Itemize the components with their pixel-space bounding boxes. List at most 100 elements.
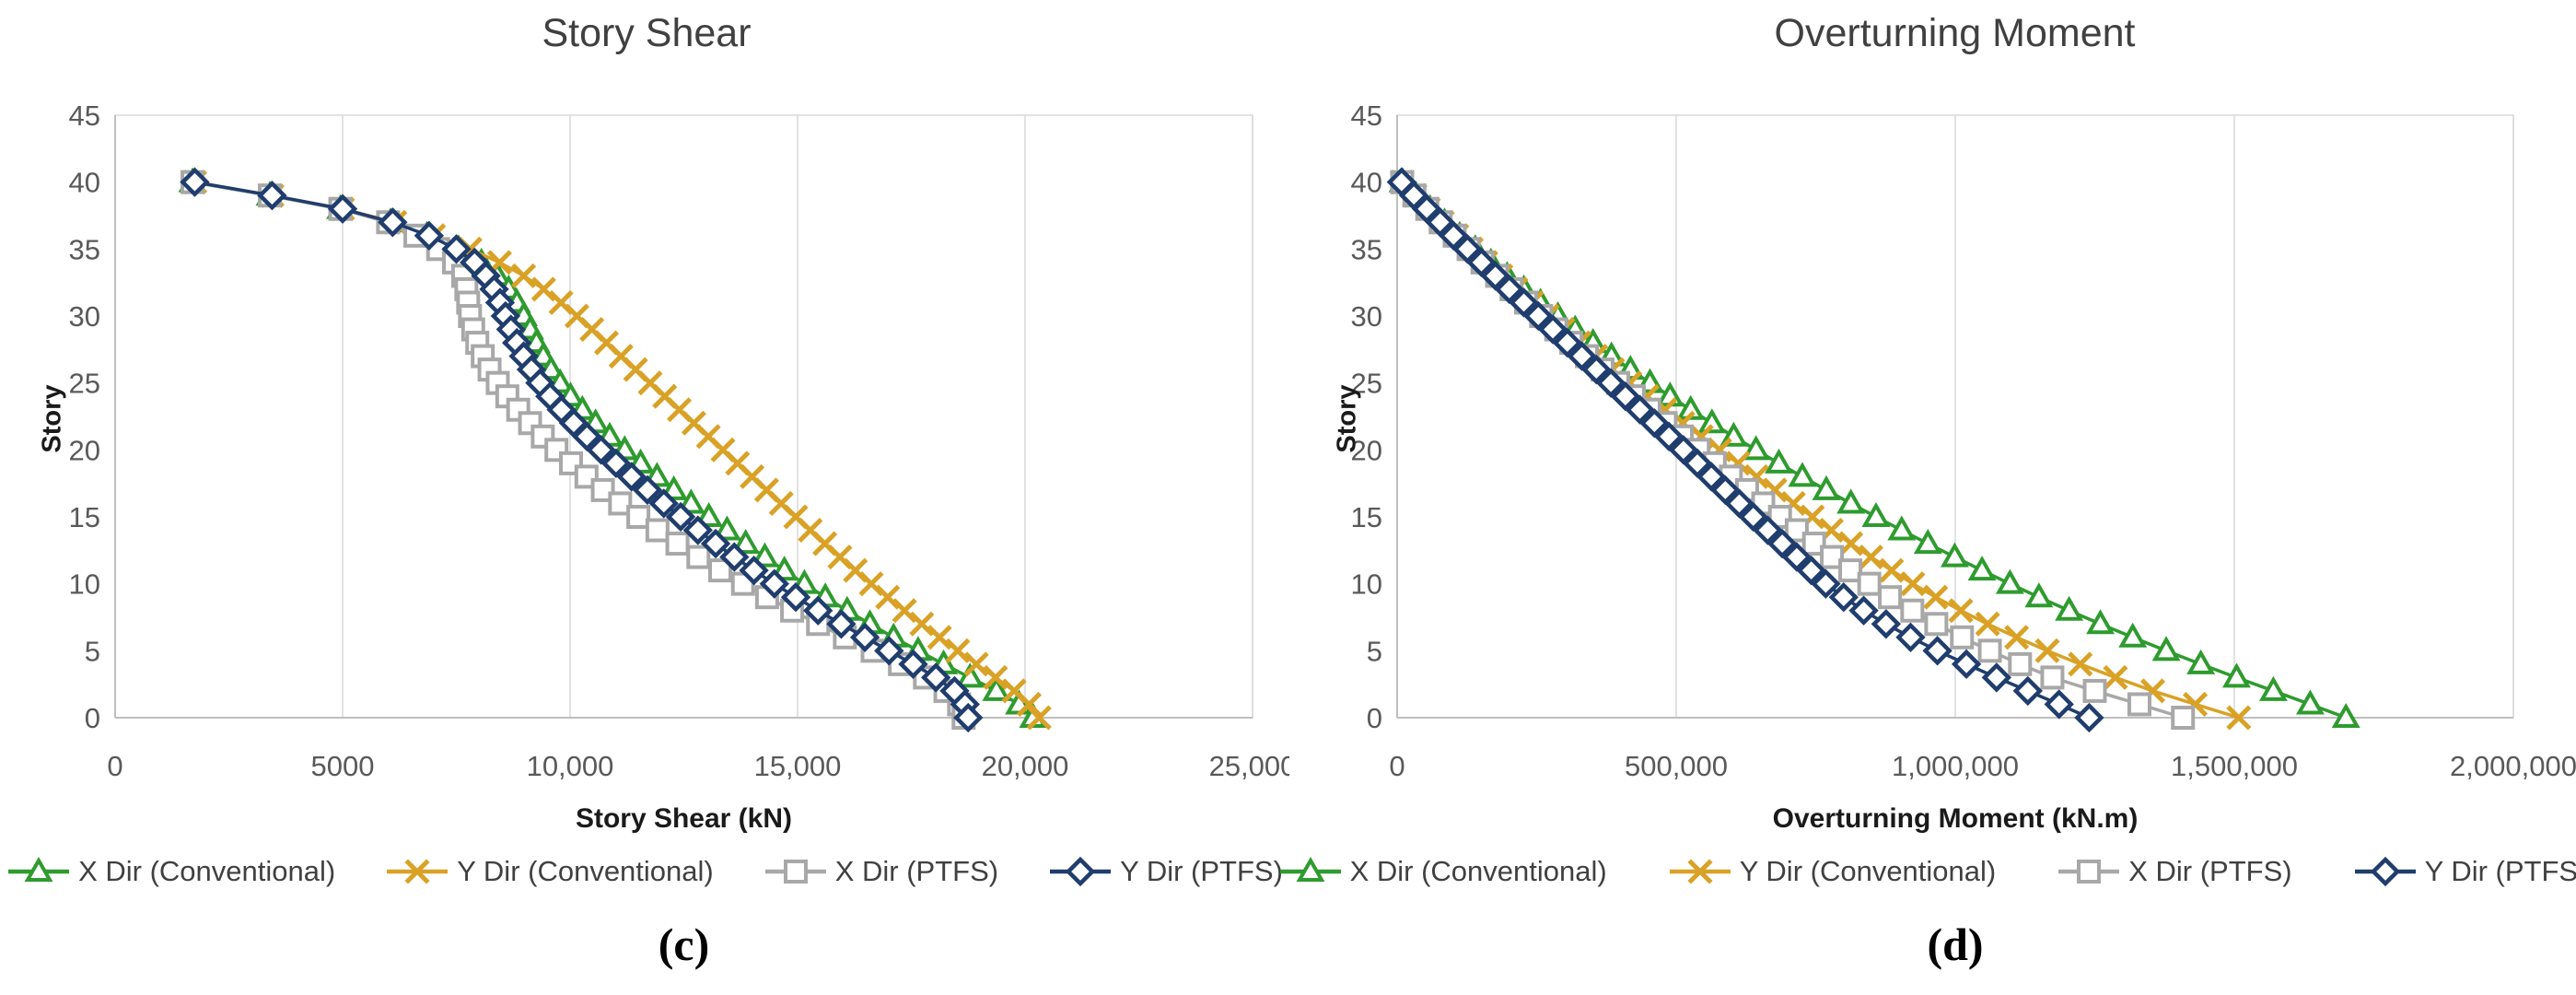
triangle-marker xyxy=(731,529,761,555)
series-line-x-dir-conventional- xyxy=(1401,181,2347,720)
xstar-marker xyxy=(1016,691,1042,718)
x-tick-label: 0 xyxy=(107,750,122,782)
square-marker xyxy=(1900,598,1925,623)
square-marker xyxy=(1924,612,1949,637)
y-tick-label: 40 xyxy=(1351,167,1382,199)
diamond-marker xyxy=(1871,609,1902,639)
series-line-y-dir-ptfs- xyxy=(1400,181,2091,720)
triangle-marker xyxy=(1940,542,1969,568)
triangle-marker xyxy=(2118,622,2148,648)
x-tick-label: 500,000 xyxy=(1625,750,1728,782)
xstar-legend-icon xyxy=(387,859,449,884)
y-axis-title-right: Story xyxy=(1332,384,1362,453)
diamond-marker xyxy=(1595,368,1626,398)
diamond-marker xyxy=(1625,394,1655,425)
legend-label: Y Dir (Conventional) xyxy=(1739,855,1997,887)
diamond-marker xyxy=(1552,327,1583,358)
diamond-marker xyxy=(1466,247,1497,278)
y-tick-label: 15 xyxy=(69,501,100,533)
xstar-legend-icon xyxy=(1669,859,1731,884)
diamond-marker xyxy=(1452,234,1483,264)
xstar-marker xyxy=(1879,557,1905,583)
diamond-legend-icon xyxy=(2354,856,2416,887)
diamond-marker xyxy=(572,421,602,451)
legend-item-x-dir-conventional-: X Dir (Conventional) xyxy=(6,855,335,888)
series-line-y-dir-conventional- xyxy=(1401,181,2240,720)
triangle-marker xyxy=(2055,595,2084,621)
square-marker xyxy=(1820,544,1845,569)
triangle-marker xyxy=(1836,488,1866,514)
x-tick-label: 0 xyxy=(1389,750,1405,782)
diamond-marker xyxy=(665,501,696,533)
square-marker xyxy=(626,505,651,529)
triangle-marker xyxy=(694,501,724,527)
triangle-marker xyxy=(536,355,565,380)
triangle-marker xyxy=(982,675,1011,701)
chart-title-overturning-moment: Overturning Moment xyxy=(1774,11,2136,55)
legend-label: Y Dir (Conventional) xyxy=(457,855,714,887)
y-tick-label: 45 xyxy=(69,100,100,132)
y-tick-label: 45 xyxy=(1351,100,1382,132)
xstar-marker xyxy=(2103,664,2128,690)
series-markers-y-dir-ptfs- xyxy=(1386,167,2104,733)
diamond-marker xyxy=(648,488,679,519)
legend-label: Y Dir (PTFS) xyxy=(1120,855,1283,887)
xstar-marker xyxy=(1900,571,1926,597)
triangle-marker xyxy=(1861,501,1891,527)
diamond-marker xyxy=(682,515,713,545)
xstar-marker xyxy=(983,664,1008,690)
diamond-marker xyxy=(874,636,904,666)
xstar-marker xyxy=(1838,531,1864,556)
legend-label: X Dir (Conventional) xyxy=(78,855,336,887)
legend-item-y-dir-conventional-: Y Dir (Conventional) xyxy=(1668,855,1997,888)
x-tick-label: 2,000,000 xyxy=(2450,750,2576,782)
square-marker xyxy=(608,491,633,516)
y-tick-label: 20 xyxy=(69,434,100,466)
diamond-marker xyxy=(257,181,287,211)
square-marker xyxy=(2077,860,2102,884)
x-axis-title-left: Story Shear (kN) xyxy=(575,803,793,834)
xstar-marker xyxy=(404,859,430,884)
xstar-marker xyxy=(1687,859,1713,884)
xstar-marker xyxy=(1026,705,1052,731)
chart-title-story-shear: Story Shear xyxy=(542,11,752,55)
chart-panel-story-shear: Story Shear 0 5000 10,000 15,000 20,000 25,00… xyxy=(0,11,1289,970)
triangle-marker xyxy=(1887,515,1917,541)
y-tick-label: 35 xyxy=(69,233,100,265)
xstar-marker xyxy=(2068,651,2093,677)
square-marker xyxy=(1950,625,1975,650)
triangle-marker xyxy=(2331,702,2360,728)
triangle-marker xyxy=(1995,568,2024,594)
square-marker xyxy=(783,860,808,884)
y-tick-label: 20 xyxy=(1351,434,1382,466)
triangle-marker xyxy=(712,515,741,541)
diamond-marker xyxy=(1811,568,1841,599)
square-legend-icon xyxy=(2058,860,2120,884)
diamond-marker xyxy=(441,234,472,264)
diamond-marker xyxy=(1766,528,1798,559)
diamond-marker xyxy=(1848,595,1879,626)
diamond-marker xyxy=(632,474,663,506)
legend-label: Y Dir (PTFS) xyxy=(2424,855,2576,887)
xstar-marker xyxy=(511,263,537,288)
diamond-marker xyxy=(1639,408,1670,439)
legend-label: X Dir (PTFS) xyxy=(834,855,999,887)
y-tick-label: 40 xyxy=(69,167,100,199)
diamond-marker xyxy=(1480,261,1510,291)
diamond-marker xyxy=(1796,555,1826,586)
series-markers-x-dir-conventional- xyxy=(1388,167,2360,728)
x-axis-title-right: Overturning Moment (kN.m) xyxy=(1772,803,2139,834)
xstar-marker xyxy=(2004,625,2030,650)
legend-label: X Dir (Conventional) xyxy=(1349,855,1607,887)
series-markers-x-dir-ptfs- xyxy=(180,170,976,730)
legend-item-x-dir-ptfs-: X Dir (PTFS) xyxy=(2057,855,2292,888)
diamond-marker xyxy=(898,649,928,680)
diamond-marker xyxy=(1494,274,1524,305)
y-tick-label: 0 xyxy=(85,702,100,734)
diamond-marker xyxy=(1567,341,1597,371)
square-marker xyxy=(2171,706,2196,730)
legend-story-shear: X Dir (Conventional) Y Dir (Conventional)… xyxy=(0,855,1289,888)
diamond-marker xyxy=(2044,689,2074,720)
legend-item-x-dir-conventional-: X Dir (Conventional) xyxy=(1278,855,1607,888)
diamond-marker xyxy=(414,220,445,251)
